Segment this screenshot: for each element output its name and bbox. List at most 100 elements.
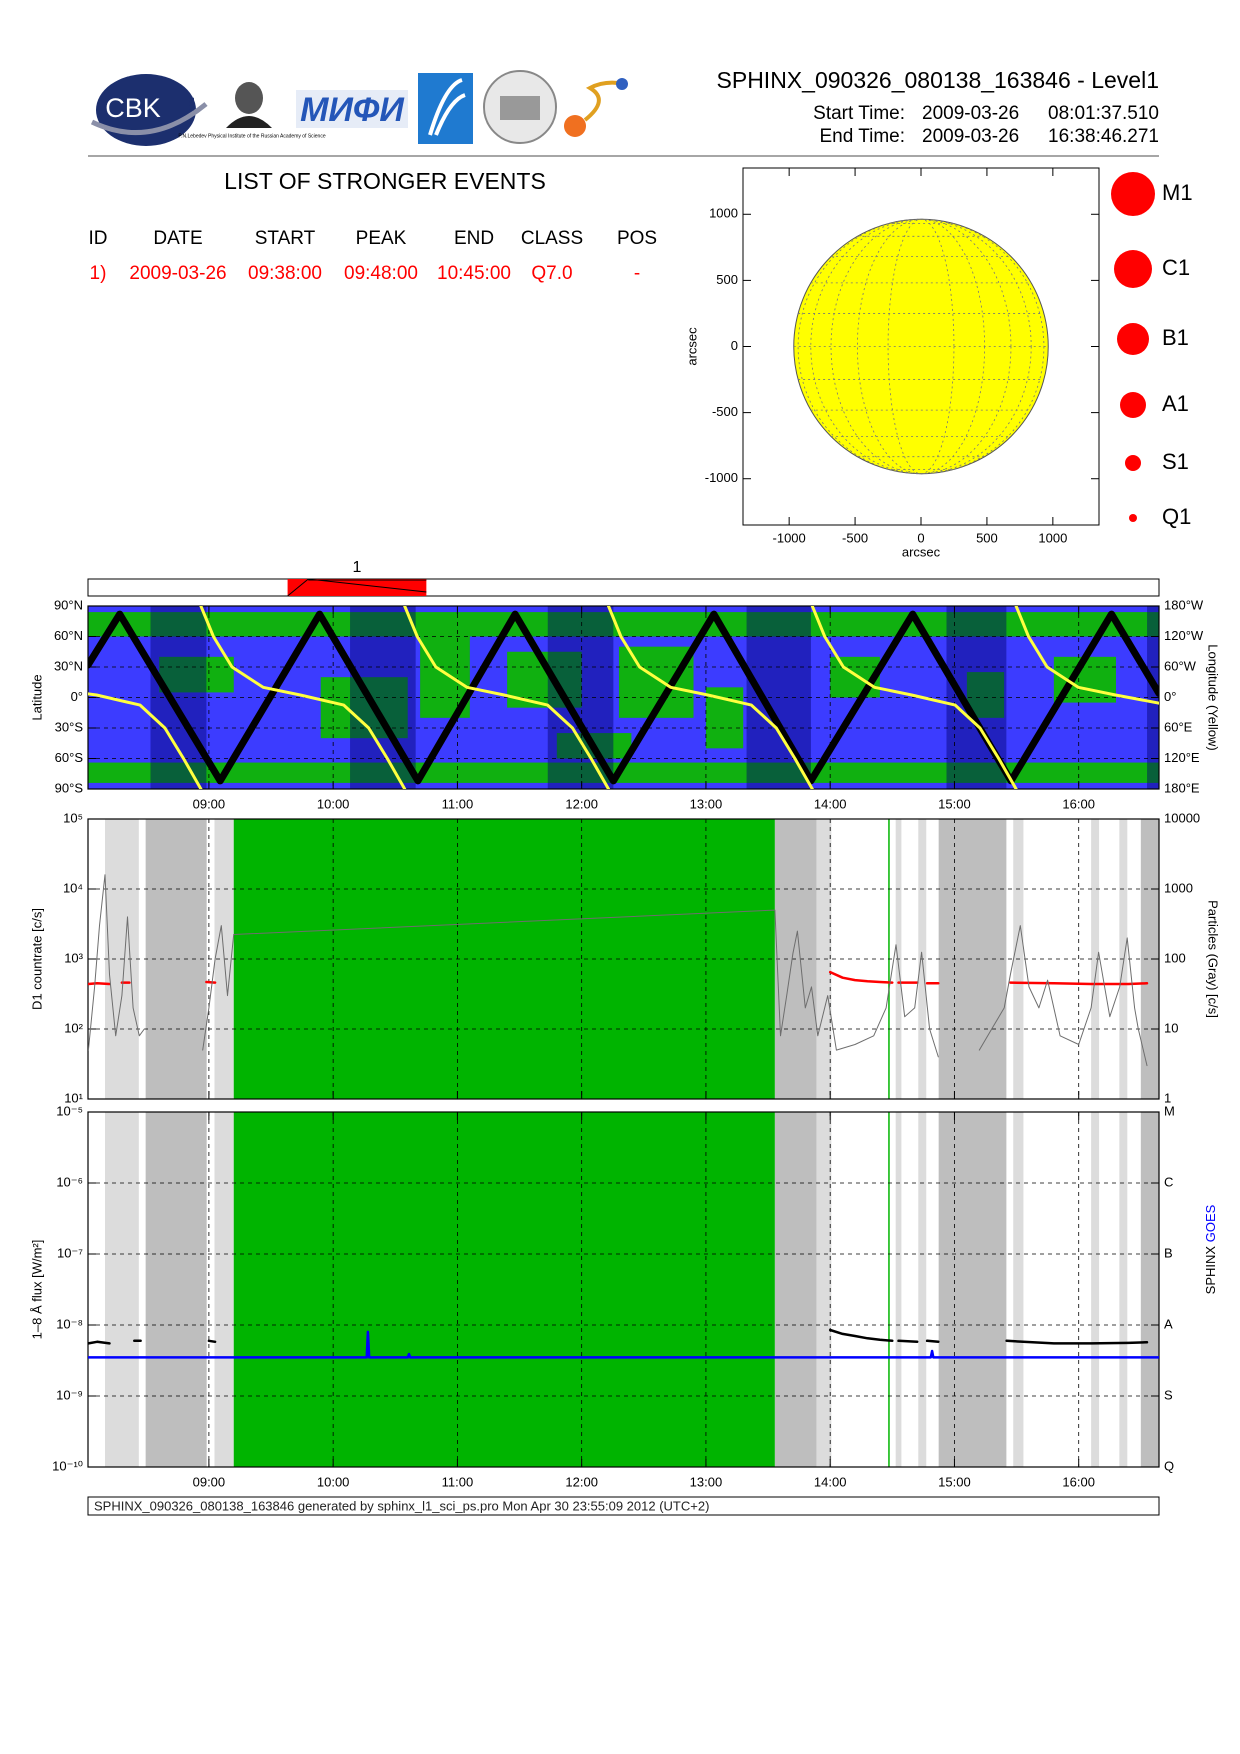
x-tick-label: 10:00 [317,796,350,811]
table-header: DATE [153,228,202,249]
map-patch [88,612,1159,637]
logo-sun [564,78,628,137]
x-tick-label: 0 [917,530,924,545]
series-line [897,1339,919,1344]
shaded-interval [1140,1112,1159,1467]
table-cell: 09:38:00 [248,263,322,284]
legend-marker [1117,323,1149,355]
legend-label: Q1 [1162,504,1191,529]
shaded-interval [938,1112,1007,1467]
y2-tick-label: M [1164,1103,1175,1118]
plot-frame [87,605,1160,790]
y-tick-label: 10² [64,1020,83,1035]
series-line [207,1339,217,1344]
shaded-interval [1013,1112,1024,1467]
event-peak [287,578,427,597]
legend-label: M1 [1162,180,1193,205]
series-line [978,925,1148,1067]
y-tick-label: 90°N [54,597,83,612]
x-tick-label: 1000 [1038,530,1067,545]
y-tick-label: 30°S [55,719,84,734]
x-tick-label: 16:00 [1062,1474,1095,1489]
x-tick-label: 11:00 [442,1474,474,1489]
y-axis-title: 1–8 Å flux [W/m²] [29,1240,44,1340]
x-tick-label: 15:00 [938,796,971,811]
y2-tick-label: 0° [1164,689,1176,704]
end-date: 2009-03-26 [922,126,1019,147]
end-label: End Time: [819,126,905,147]
legend-marker [1129,514,1137,522]
map-patch [159,656,234,693]
y2-tick-label: A [1164,1316,1173,1331]
series-line [199,606,407,789]
y-tick-label: 0 [731,338,738,353]
y2-tick-label: 1 [1164,1090,1171,1105]
y-tick-label: 60°S [55,750,84,765]
series-line [1009,981,1149,986]
shaded-interval [1119,1112,1128,1467]
y-tick-label: 10⁴ [63,880,83,895]
logo-shape [428,78,466,136]
x-tick-label: 14:00 [814,1474,847,1489]
y2-tick-label: 10000 [1164,810,1200,825]
y2-tick-label: C [1164,1174,1173,1189]
event-span [287,579,427,596]
logo-swoosh [90,102,208,135]
shaded-interval [1091,819,1100,1099]
series-line [202,909,939,1058]
series-line [88,692,203,789]
y-axis-title: Latitude [29,674,44,720]
table-header: ID [89,228,108,249]
logo-shape [564,115,586,137]
report-title: SPHINX_090326_080138_163846 - Level1 [717,67,1159,93]
y2-tick-label: 120°W [1164,628,1204,643]
series-line [403,606,610,789]
footer-text: SPHINX_090326_080138_163846 generated by… [94,1498,709,1513]
x-tick-label: 10:00 [317,1474,350,1489]
start-time: 08:01:37.510 [1048,103,1159,124]
y-tick-label: 10⁵ [63,810,83,825]
y-tick-label: 500 [716,272,738,287]
x-tick-label: -1000 [773,530,806,545]
y-tick-label: 1000 [709,206,738,221]
y-tick-label: 10⁻⁶ [56,1174,83,1189]
y-tick-label: 10⁻¹⁰ [52,1458,83,1473]
x-tick-label: 14:00 [814,796,847,811]
y2-tick-label: 120°E [1164,750,1200,765]
logo-observatory [483,70,557,144]
series-line [88,1330,1159,1359]
y-tick-label: 10³ [64,950,83,965]
legend-label: C1 [1162,255,1190,280]
table-cell: - [634,263,640,284]
legend-label: A1 [1162,391,1189,416]
events-title: LIST OF STRONGER EVENTS [224,168,546,194]
shaded-interval [105,1112,139,1467]
logo-lebedev: P.N.Lebedev Physical Institute of the Ru… [178,82,326,139]
x-tick-label: 09:00 [193,796,226,811]
legend-marker [1120,392,1146,418]
y2-tick-label: B [1164,1245,1173,1260]
shaded-interval [1091,1112,1100,1467]
y-tick-label: 10⁻⁸ [56,1316,83,1331]
shaded-interval [895,1112,902,1467]
shaded-interval [816,1112,832,1467]
start-date: 2009-03-26 [922,103,1019,124]
y-tick-label: 0° [71,689,83,704]
legend: SPHINX GOES [1203,1204,1218,1294]
y-tick-label: -500 [712,404,738,419]
x-tick-label: 15:00 [938,1474,971,1489]
logo-text: PAN [187,97,194,111]
x-tick-label: 13:00 [690,1474,723,1489]
shaded-interval [233,1112,775,1467]
legend-marker [1125,455,1141,471]
y2-axis-title: Particles (Gray) [c/s] [1206,900,1221,1018]
x-tick-label: 13:00 [690,796,723,811]
logo-text: МИФИ [300,91,405,129]
table-cell: 1) [90,263,107,284]
event-label: 1 [353,559,362,576]
y2-tick-label: 60°W [1164,658,1197,673]
plot-frame [87,818,1160,1100]
x-tick-label: 12:00 [565,1474,598,1489]
longitude-line [797,218,1045,475]
y-tick-label: 10¹ [64,1090,83,1105]
